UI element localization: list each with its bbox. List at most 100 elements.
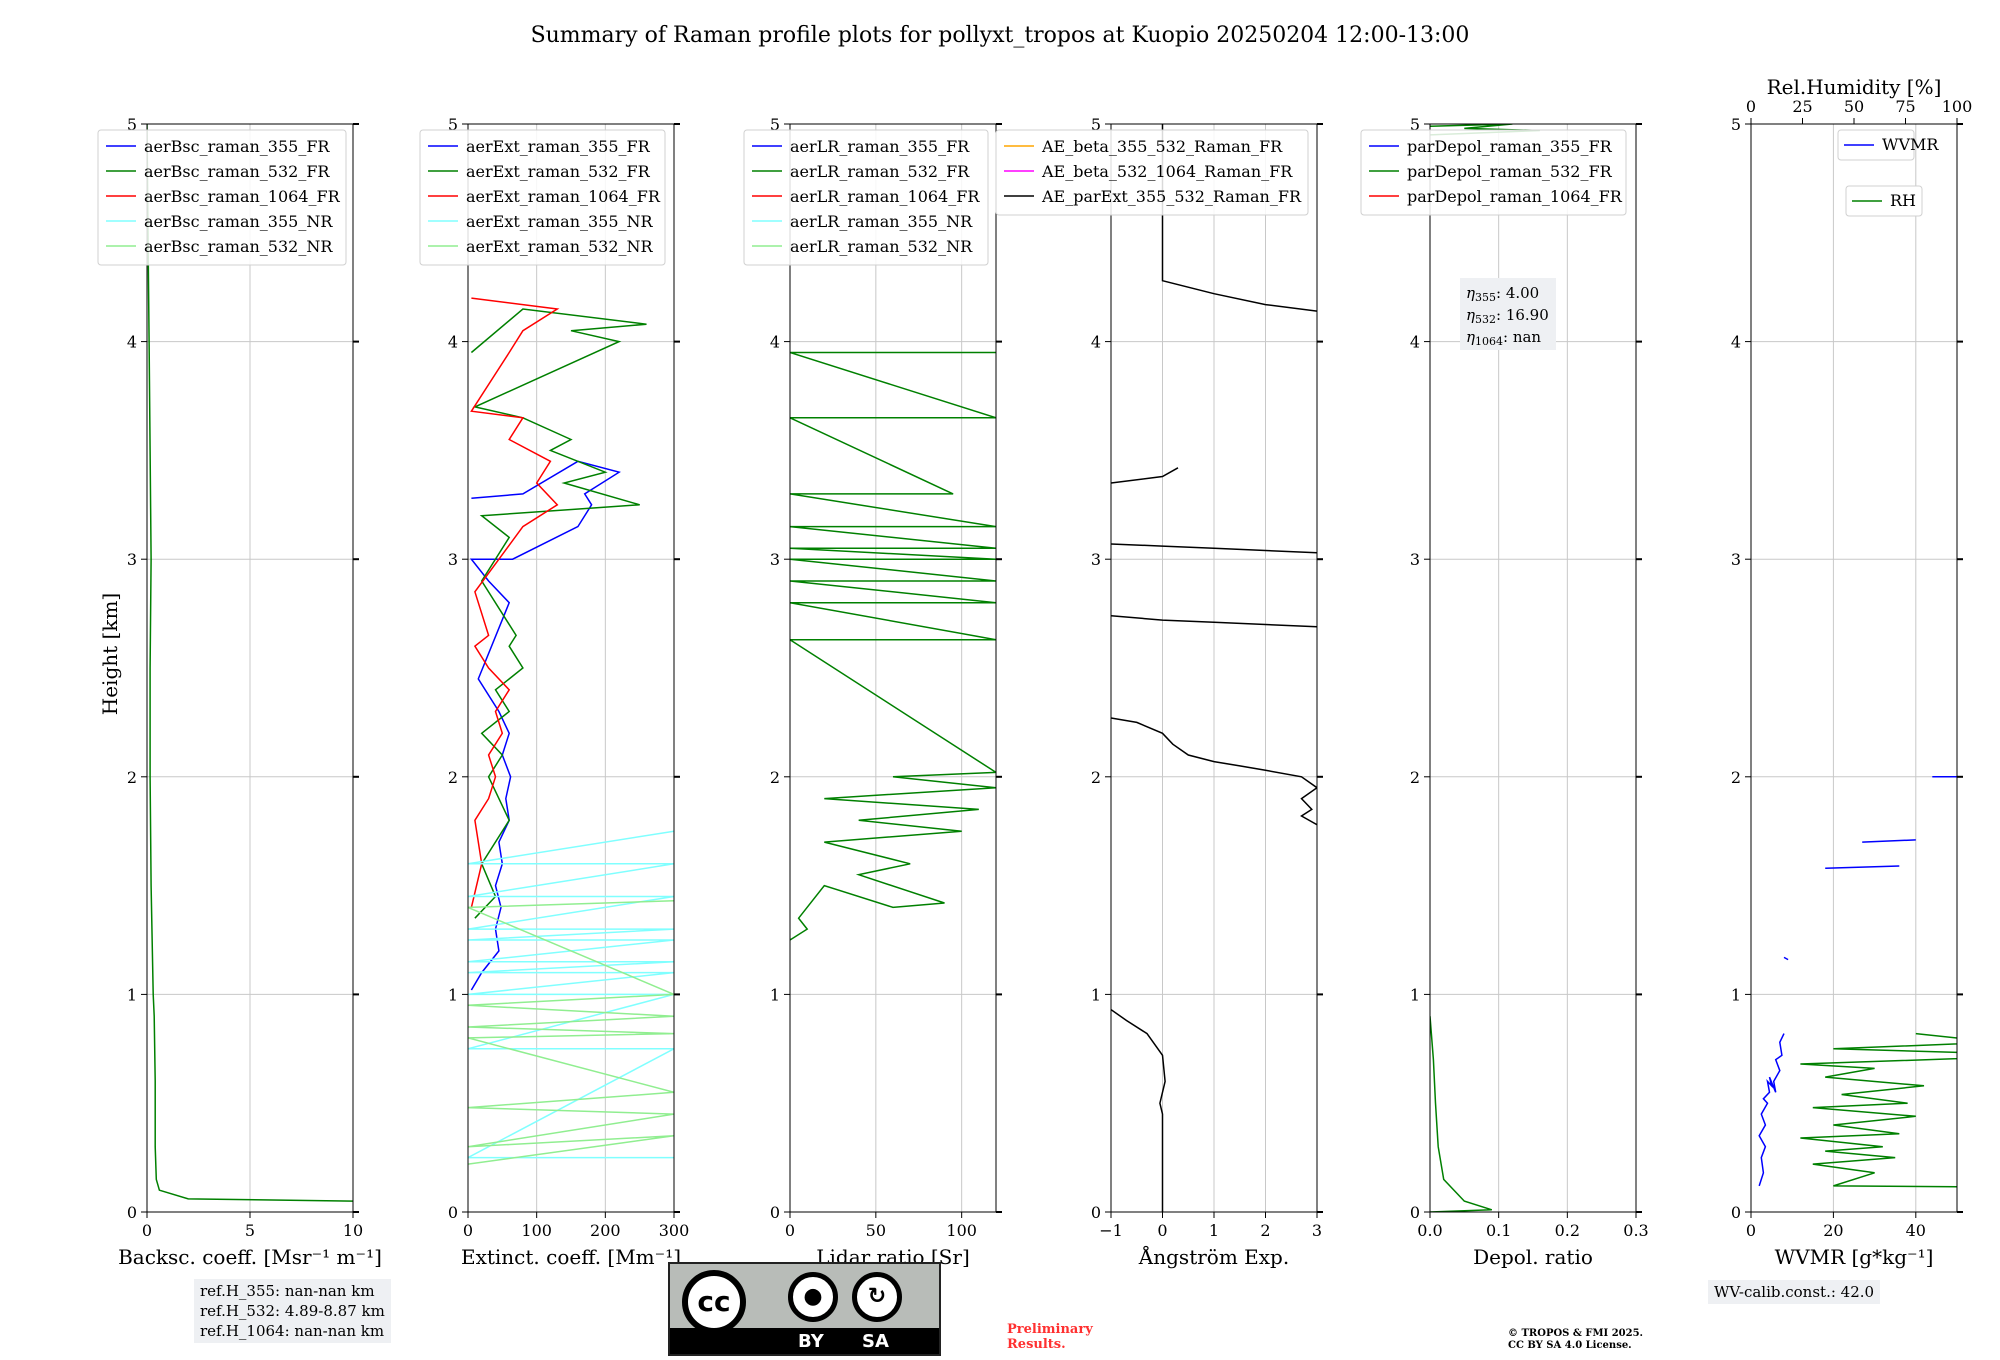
series-WVMR_seg3 bbox=[1825, 865, 1900, 869]
cc-by-label: BY bbox=[798, 1331, 824, 1352]
legend-label: aerExt_raman_532_FR bbox=[466, 162, 651, 181]
y-tick-label: 0 bbox=[127, 1203, 137, 1222]
reference-height-box: ref.H_355: nan-nan km ref.H_532: 4.89-8.… bbox=[194, 1279, 391, 1343]
cc-sa-label: SA bbox=[862, 1331, 889, 1352]
x-tick-label: 5 bbox=[245, 1221, 255, 1240]
top-axis-label: Rel.Humidity [%] bbox=[1767, 75, 1942, 99]
x-tick-label: 100 bbox=[946, 1221, 977, 1240]
y-tick-label: 3 bbox=[127, 550, 137, 569]
series-WVMR_seg2 bbox=[1783, 956, 1789, 961]
x-tick-label: 3 bbox=[1312, 1221, 1322, 1240]
legend-box bbox=[97, 129, 347, 266]
eta-1064: η1064: nan bbox=[1466, 328, 1541, 348]
copyright-line1: © TROPOS & FMI 2025. bbox=[1508, 1328, 1644, 1339]
x-axis-label: Backsc. coeff. [Msr⁻¹ m⁻¹] bbox=[118, 1245, 382, 1269]
legend-label: aerBsc_raman_532_FR bbox=[144, 162, 330, 181]
y-tick-label: 2 bbox=[770, 768, 780, 787]
x-tick-label: 0 bbox=[1157, 1221, 1167, 1240]
cc-license-badge: cc ● ↻ BY SA bbox=[668, 1262, 941, 1356]
y-tick-label: 3 bbox=[448, 550, 458, 569]
y-tick-label: 3 bbox=[1091, 550, 1101, 569]
legend-label: AE_beta_355_532_Raman_FR bbox=[1041, 137, 1283, 156]
x-axis-label: Ångström Exp. bbox=[1138, 1244, 1289, 1269]
y-tick-label: 1 bbox=[1410, 985, 1420, 1004]
legend-label: AE_beta_532_1064_Raman_FR bbox=[1041, 162, 1293, 181]
figure-title: Summary of Raman profile plots for polly… bbox=[531, 23, 1470, 48]
y-tick-label: 4 bbox=[1731, 333, 1741, 352]
y-tick-label: 2 bbox=[127, 768, 137, 787]
legend-label: aerExt_raman_355_FR bbox=[466, 137, 651, 156]
y-tick-label: 1 bbox=[770, 985, 780, 1004]
y-tick-label: 5 bbox=[1410, 115, 1420, 134]
y-axis-label: Height [km] bbox=[98, 593, 122, 715]
y-tick-label: 4 bbox=[1410, 333, 1420, 352]
cc-license-band: BY SA bbox=[670, 1328, 939, 1354]
legend-box bbox=[1845, 185, 1923, 217]
series-aerExt_raman_532_FR bbox=[470, 308, 647, 919]
y-tick-label: 1 bbox=[1091, 985, 1101, 1004]
y-tick-label: 2 bbox=[1731, 768, 1741, 787]
series-aerExt_raman_1064_FR bbox=[470, 297, 560, 908]
legend-label: aerBsc_raman_1064_FR bbox=[144, 187, 341, 206]
y-tick-label: 2 bbox=[1091, 768, 1101, 787]
y-tick-label: 5 bbox=[770, 115, 780, 134]
legend-label: RH bbox=[1890, 191, 1916, 210]
y-tick-label: 5 bbox=[127, 115, 137, 134]
y-tick-label: 4 bbox=[1091, 333, 1101, 352]
preliminary-note: Preliminary Results. bbox=[1007, 1322, 1093, 1352]
eta-532: η532: 16.90 bbox=[1466, 306, 1549, 326]
legend-label: parDepol_raman_532_FR bbox=[1407, 162, 1613, 181]
series-aerExt_raman_355_FR bbox=[469, 460, 621, 991]
x-tick-label: 0 bbox=[463, 1221, 473, 1240]
y-tick-label: 0 bbox=[1091, 1203, 1101, 1222]
y-tick-label: 2 bbox=[448, 768, 458, 787]
legend-box bbox=[1837, 129, 1915, 161]
x-tick-label: 0.2 bbox=[1555, 1221, 1580, 1240]
y-tick-label: 1 bbox=[127, 985, 137, 1004]
x-axis-label: Extinct. coeff. [Mm⁻¹] bbox=[461, 1245, 681, 1269]
legend-label: aerBsc_raman_355_FR bbox=[144, 137, 330, 156]
top-tick-label: 0 bbox=[1746, 97, 1756, 116]
legend-box bbox=[1360, 129, 1627, 216]
series-AE_parExt_355_532_Raman_FR_2 bbox=[1111, 717, 1317, 826]
series-AE_parExt_355_532_Raman_FR bbox=[1111, 1008, 1166, 1212]
y-tick-label: 4 bbox=[770, 333, 780, 352]
top-tick-label: 25 bbox=[1792, 97, 1812, 116]
share-alike-icon: ↻ bbox=[852, 1272, 902, 1322]
x-tick-label: 20 bbox=[1823, 1221, 1843, 1240]
y-tick-label: 0 bbox=[770, 1203, 780, 1222]
x-tick-label: 1 bbox=[1209, 1221, 1219, 1240]
ref-h-355: ref.H_355: nan-nan km bbox=[200, 1282, 375, 1300]
y-tick-label: 0 bbox=[448, 1203, 458, 1222]
x-axis-label: WVMR [g*kg⁻¹] bbox=[1775, 1245, 1934, 1269]
legend-label: aerLR_raman_532_NR bbox=[790, 237, 973, 256]
series-WVMR_seg4 bbox=[1862, 839, 1916, 843]
y-tick-label: 4 bbox=[448, 333, 458, 352]
y-tick-label: 0 bbox=[1731, 1203, 1741, 1222]
x-tick-label: 100 bbox=[521, 1221, 552, 1240]
y-tick-label: 3 bbox=[1410, 550, 1420, 569]
preliminary-line1: Preliminary bbox=[1007, 1322, 1093, 1337]
legend-label: aerLR_raman_355_FR bbox=[790, 137, 970, 156]
x-tick-label: 0.3 bbox=[1623, 1221, 1648, 1240]
y-tick-label: 5 bbox=[448, 115, 458, 134]
x-tick-label: 0.1 bbox=[1486, 1221, 1511, 1240]
x-tick-label: 200 bbox=[590, 1221, 621, 1240]
legend-label: aerLR_raman_532_FR bbox=[790, 162, 970, 181]
y-tick-label: 4 bbox=[127, 333, 137, 352]
copyright-note: © TROPOS & FMI 2025. CC BY SA 4.0 Licens… bbox=[1508, 1328, 1643, 1352]
x-tick-label: 0.0 bbox=[1417, 1221, 1442, 1240]
legend-box bbox=[419, 129, 666, 266]
copyright-line2: CC BY SA 4.0 License. bbox=[1508, 1340, 1632, 1351]
x-tick-label: −1 bbox=[1099, 1221, 1123, 1240]
x-tick-label: 40 bbox=[1906, 1221, 1926, 1240]
series-AE_parExt_355_532_Raman_FR_6 bbox=[1161, 124, 1317, 312]
cc-icon: cc bbox=[682, 1270, 746, 1334]
series-AE_parExt_355_532_Raman_FR_3 bbox=[1111, 615, 1317, 628]
top-tick-label: 75 bbox=[1895, 97, 1915, 116]
panel-extinction: 0 1 2 3 4 5 0 100 200 300 Extinct. coeff. [Mm⁻¹] ae… bbox=[419, 115, 689, 1269]
legend-label: WVMR bbox=[1882, 135, 1939, 154]
legend-label: AE_parExt_355_532_Raman_FR bbox=[1041, 187, 1302, 206]
series-parDepol_raman_532_FR bbox=[1430, 1016, 1493, 1212]
